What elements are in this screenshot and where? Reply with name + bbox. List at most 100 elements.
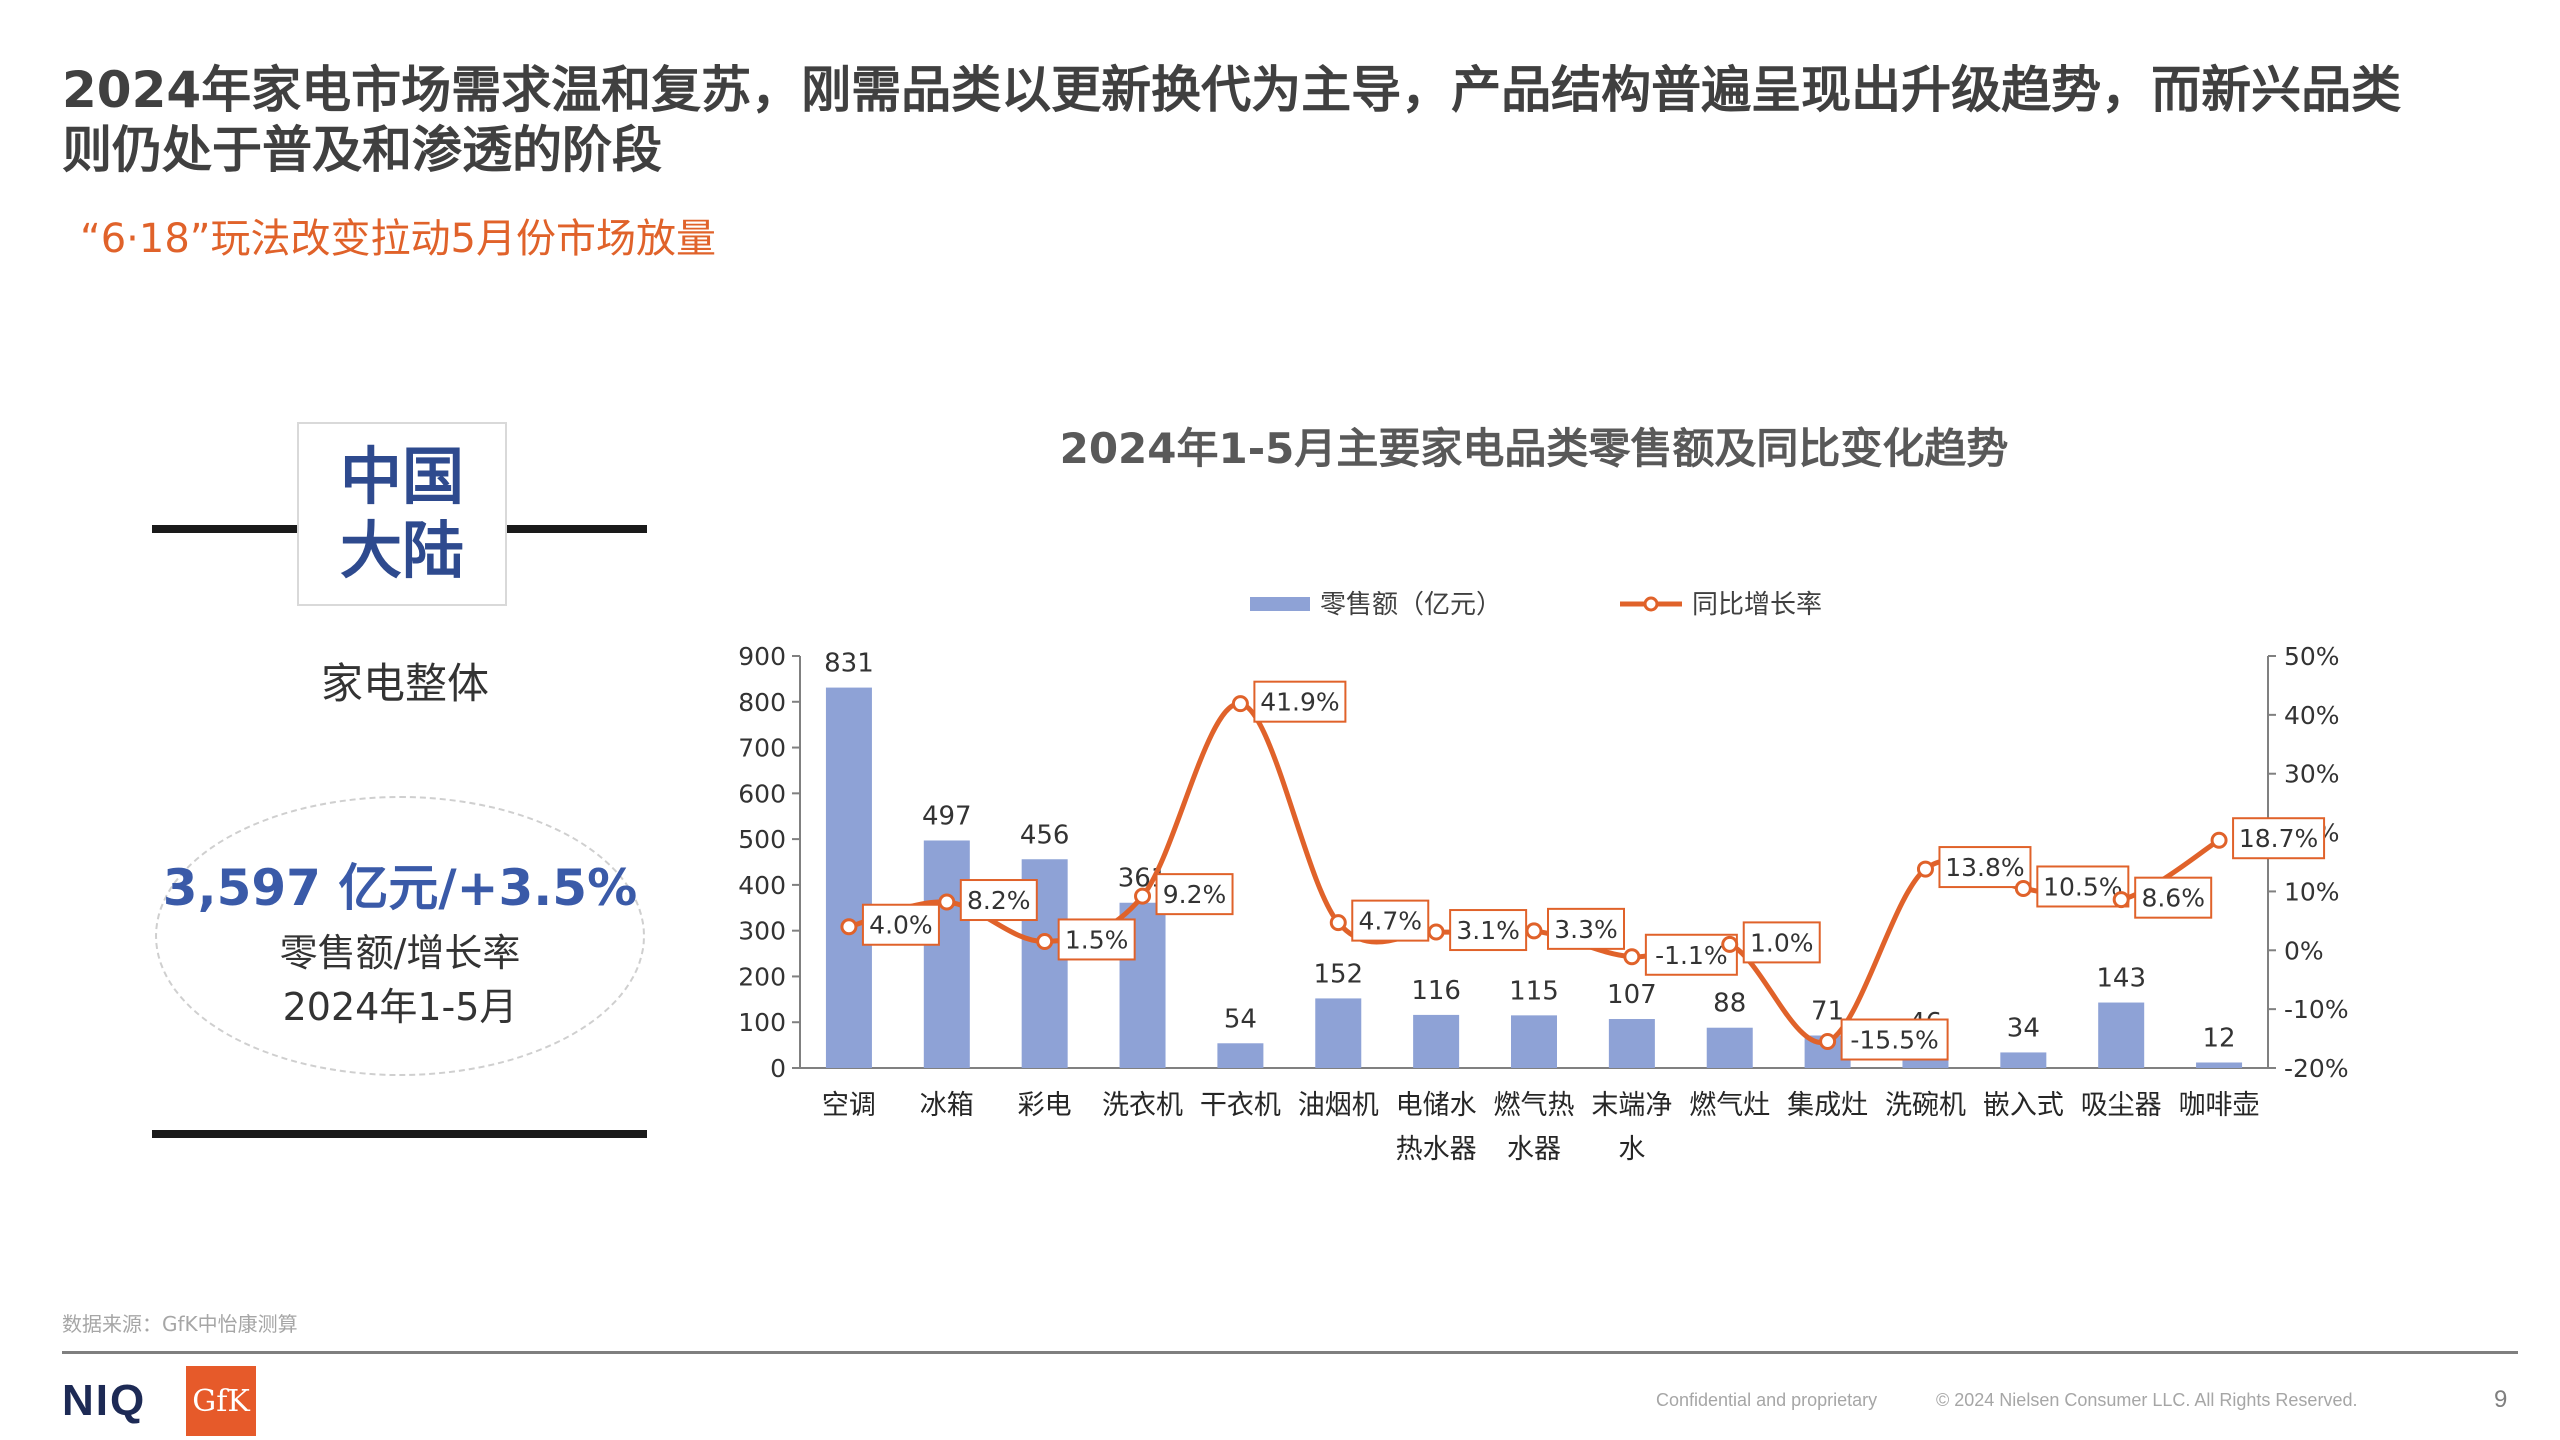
bar-retail: [1315, 998, 1362, 1068]
page-headline: 2024年家电市场需求温和复苏，刚需品类以更新换代为主导，产品结构普遍呈现出升级…: [62, 61, 2402, 179]
bar-value-label: 107: [1607, 980, 1657, 1010]
growth-label: 13.8%: [1945, 853, 2024, 882]
growth-marker: [2210, 831, 2228, 849]
category-label: 电储水: [1396, 1090, 1477, 1121]
right-tick-label: 0%: [2284, 936, 2324, 965]
bar-value-label: 456: [1020, 820, 1070, 850]
left-tick-label: 600: [738, 779, 786, 808]
growth-marker: [1916, 860, 1934, 878]
category-label: 集成灶: [1787, 1090, 1868, 1121]
left-tick-label: 200: [738, 962, 786, 991]
growth-label-box: [861, 903, 940, 946]
category-label: 油烟机: [1298, 1090, 1379, 1121]
growth-marker: [1036, 932, 1054, 950]
growth-label: 4.0%: [869, 911, 933, 940]
category-label: 热水器: [1396, 1134, 1477, 1165]
bar-retail: [825, 687, 872, 1068]
growth-marker: [1427, 923, 1445, 941]
bar-retail: [1413, 1014, 1460, 1068]
growth-label: 8.6%: [2141, 884, 2205, 913]
growth-label: -15.5%: [1850, 1026, 1938, 1055]
left-tick-label: 100: [738, 1008, 786, 1037]
right-tick-label: 50%: [2284, 642, 2340, 671]
bar-value-label: 12: [2203, 1024, 2236, 1054]
page-number: 9: [2494, 1386, 2508, 1413]
growth-marker: [2014, 879, 2032, 897]
growth-marker: [2112, 891, 2130, 909]
bar-value-label: 88: [1713, 989, 1746, 1019]
category-label: 末端净: [1591, 1090, 1672, 1121]
growth-label-box: [1742, 921, 1821, 964]
bar-retail: [923, 840, 970, 1068]
region-line2: 大陆: [339, 514, 464, 587]
bar-value-label: 831: [824, 649, 874, 679]
growth-marker: [1525, 922, 1543, 940]
bar-value-label: 34: [2007, 1013, 2040, 1043]
legend-bar-swatch: [1250, 597, 1310, 611]
kpi-ellipse: [155, 796, 645, 1076]
growth-label: 4.7%: [1359, 907, 1423, 936]
growth-marker: [1329, 914, 1347, 932]
growth-marker: [1231, 695, 1249, 713]
category-label: 彩电: [1018, 1090, 1072, 1121]
divider-top-left: [152, 525, 298, 533]
page-subheadline: “6·18”玩法改变拉动5月份市场放量: [80, 216, 716, 262]
legend-line-label: 同比增长率: [1692, 590, 1822, 620]
gfk-logo: GfK: [186, 1366, 256, 1436]
category-label: 干衣机: [1200, 1090, 1281, 1121]
growth-marker: [1721, 935, 1739, 953]
right-tick-label: 10%: [2284, 877, 2340, 906]
growth-label-box: [1449, 909, 1528, 952]
left-tick-label: 400: [738, 871, 786, 900]
niq-logo: NIQ: [62, 1376, 147, 1425]
left-tick-label: 700: [738, 734, 786, 763]
category-label: 嵌入式: [1983, 1090, 2064, 1121]
category-label: 咖啡壶: [2179, 1090, 2260, 1121]
kpi-label: 零售额/增长率: [279, 931, 521, 975]
left-tick-label: 800: [738, 688, 786, 717]
growth-label: 1.5%: [1065, 925, 1129, 954]
left-tick-label: 300: [738, 917, 786, 946]
growth-marker: [840, 918, 858, 936]
right-tick-label: -20%: [2284, 1054, 2349, 1083]
bar-value-label: 143: [2096, 964, 2146, 994]
growth-label-box: [1253, 680, 1347, 723]
bar-retail: [1608, 1019, 1655, 1068]
category-label: 水器: [1507, 1134, 1561, 1165]
category-label: 燃气灶: [1689, 1090, 1770, 1121]
growth-label: 1.0%: [1750, 928, 1814, 957]
category-label: 冰箱: [920, 1090, 974, 1121]
bar-retail: [2000, 1052, 2047, 1068]
left-tick-label: 0: [770, 1054, 786, 1083]
category-label: 空调: [822, 1090, 876, 1121]
growth-label: 8.2%: [967, 886, 1031, 915]
bar-value-label: 115: [1509, 976, 1559, 1006]
left-tick-label: 900: [738, 642, 786, 671]
bar-value-label: 71: [1811, 996, 1844, 1026]
region-line1: 中国: [339, 440, 464, 513]
category-label: 水: [1618, 1134, 1645, 1165]
growth-label-box: [1938, 846, 2032, 889]
growth-label-box: [1351, 899, 1430, 942]
right-tick-label: 40%: [2284, 701, 2340, 730]
bar-retail: [1217, 1043, 1264, 1068]
bar-value-label: 116: [1411, 976, 1461, 1006]
growth-label: 18.7%: [2239, 824, 2318, 853]
data-source: 数据来源：GfK中怡康测算: [62, 1312, 298, 1336]
category-label: 燃气热: [1494, 1090, 1575, 1121]
growth-label: 9.2%: [1163, 880, 1227, 909]
growth-label-box: [2134, 876, 2213, 919]
legend-bar-label: 零售额（亿元）: [1320, 590, 1502, 620]
segment-label: 家电整体: [320, 659, 489, 708]
footer-rule: [62, 1351, 2518, 1354]
growth-label-box: [1840, 1018, 1949, 1061]
growth-label: 3.1%: [1456, 916, 1520, 945]
category-label: 洗碗机: [1885, 1090, 1966, 1121]
kpi-period: 2024年1-5月: [282, 985, 518, 1029]
growth-label-box: [1155, 873, 1234, 916]
growth-label-box: [959, 879, 1038, 922]
legend-line-marker: [1643, 596, 1659, 612]
bar-value-label: 497: [922, 801, 972, 831]
category-label: 吸尘器: [2081, 1090, 2162, 1121]
growth-marker: [1623, 948, 1641, 966]
